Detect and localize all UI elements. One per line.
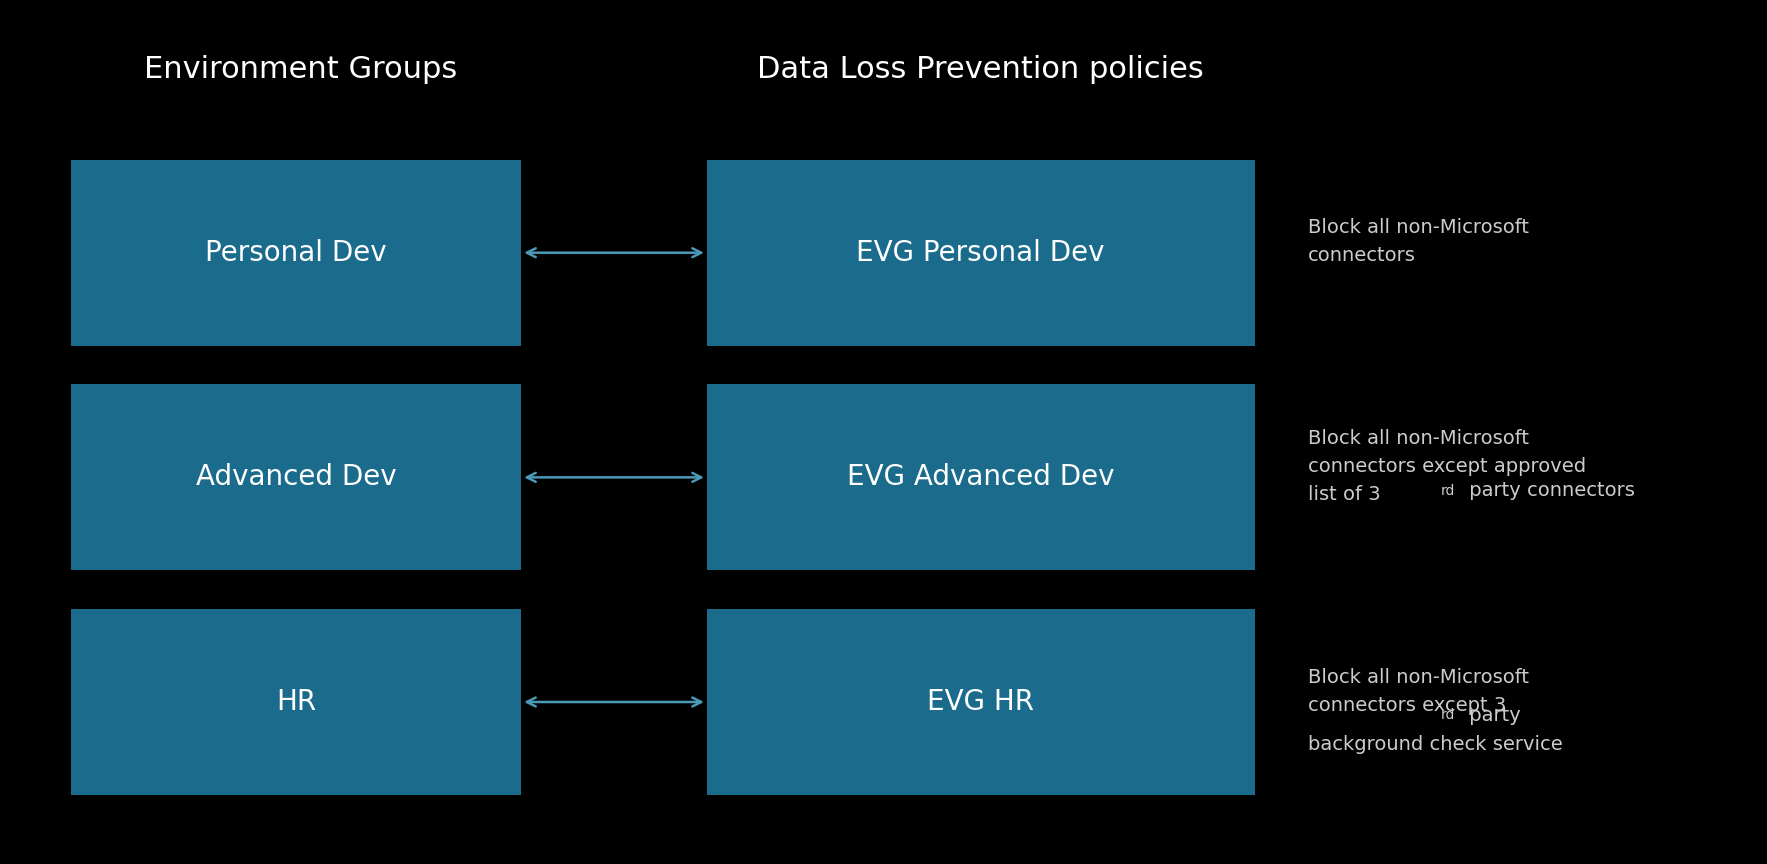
Bar (707, 160, 1255, 346)
Text: Block all non-Microsoft
connectors except 3: Block all non-Microsoft connectors excep… (1308, 668, 1528, 715)
Text: EVG HR: EVG HR (928, 688, 1034, 716)
Bar (707, 384, 1255, 570)
Text: party connectors: party connectors (1463, 481, 1634, 500)
Text: rd: rd (1442, 484, 1456, 498)
Bar (707, 609, 1255, 795)
Text: rd: rd (1442, 708, 1456, 722)
Text: HR: HR (276, 688, 316, 716)
Text: EVG Advanced Dev: EVG Advanced Dev (846, 463, 1115, 492)
Bar (71, 609, 521, 795)
Text: Personal Dev: Personal Dev (205, 238, 387, 267)
Text: Block all non-Microsoft
connectors except approved
list of 3: Block all non-Microsoft connectors excep… (1308, 429, 1585, 504)
Text: Data Loss Prevention policies: Data Loss Prevention policies (758, 54, 1203, 84)
Text: EVG Personal Dev: EVG Personal Dev (857, 238, 1104, 267)
Bar (71, 384, 521, 570)
Text: party: party (1463, 706, 1521, 725)
Text: background check service: background check service (1308, 735, 1562, 754)
Text: Advanced Dev: Advanced Dev (196, 463, 396, 492)
Bar (71, 160, 521, 346)
Text: Block all non-Microsoft
connectors: Block all non-Microsoft connectors (1308, 219, 1528, 265)
Text: Environment Groups: Environment Groups (143, 54, 458, 84)
